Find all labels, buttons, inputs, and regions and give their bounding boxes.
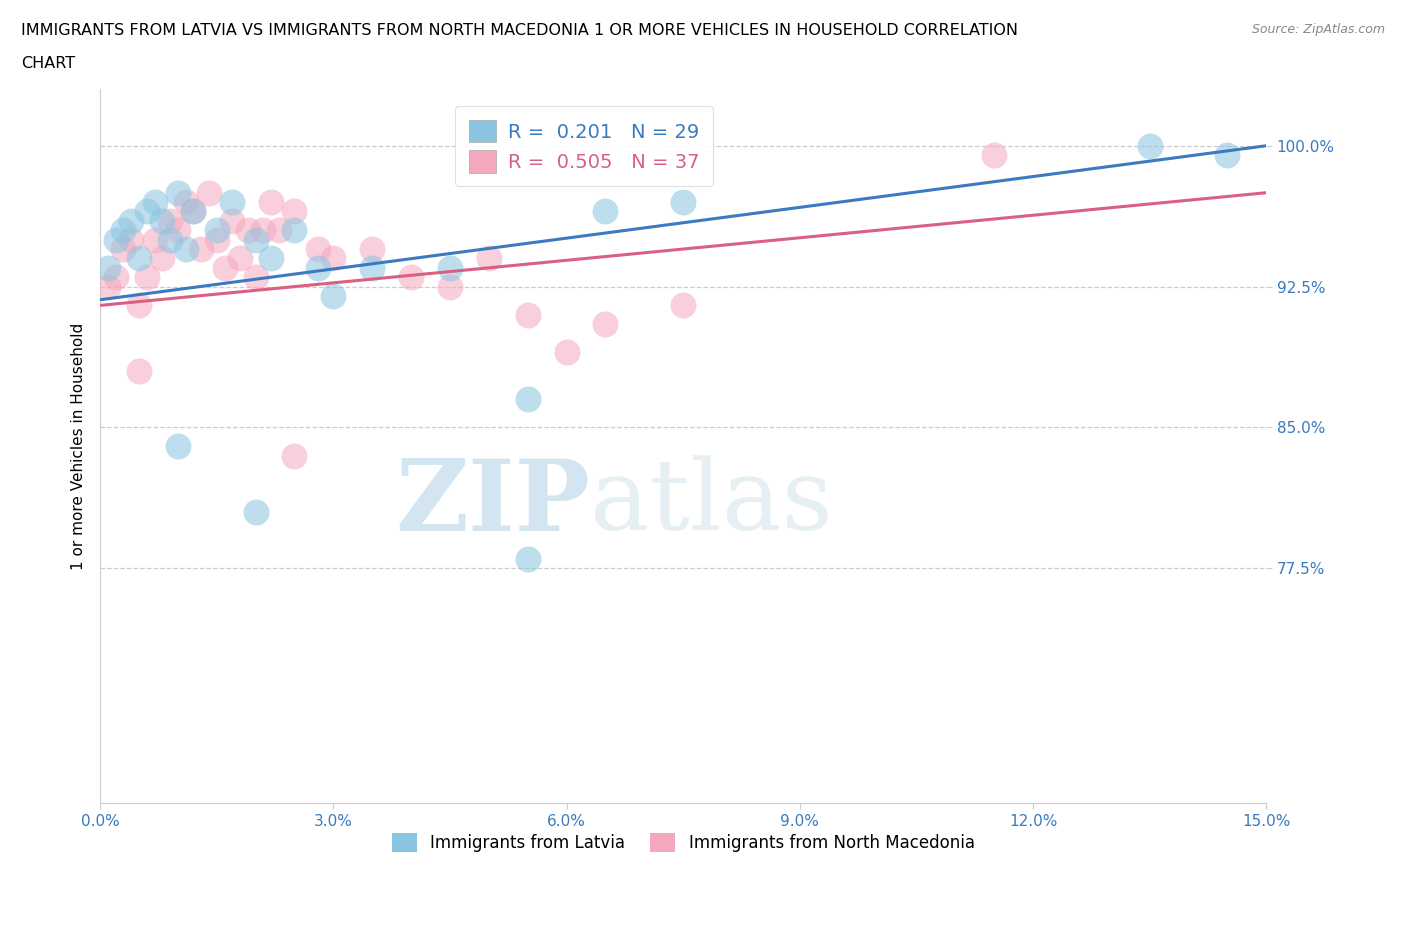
Point — [120, 213, 142, 228]
Point — [1216, 148, 1239, 163]
Point — [183, 204, 205, 219]
Point — [159, 232, 181, 247]
Point — [672, 194, 695, 209]
Text: Source: ZipAtlas.com: Source: ZipAtlas.com — [1251, 23, 1385, 36]
Point — [516, 551, 538, 566]
Point — [245, 232, 267, 247]
Point — [112, 242, 135, 257]
Point — [112, 223, 135, 238]
Text: IMMIGRANTS FROM LATVIA VS IMMIGRANTS FROM NORTH MACEDONIA 1 OR MORE VEHICLES IN : IMMIGRANTS FROM LATVIA VS IMMIGRANTS FRO… — [21, 23, 1018, 38]
Point — [361, 260, 384, 275]
Point — [167, 223, 190, 238]
Point — [283, 204, 305, 219]
Point — [128, 251, 150, 266]
Point — [595, 317, 617, 332]
Point — [174, 242, 197, 257]
Point — [205, 232, 228, 247]
Text: CHART: CHART — [21, 56, 75, 71]
Point — [283, 223, 305, 238]
Point — [399, 270, 422, 285]
Point — [190, 242, 212, 257]
Point — [174, 194, 197, 209]
Point — [260, 251, 283, 266]
Point — [97, 279, 120, 294]
Point — [221, 194, 243, 209]
Point — [128, 364, 150, 379]
Point — [135, 204, 157, 219]
Point — [245, 270, 267, 285]
Text: ZIP: ZIP — [395, 455, 591, 551]
Point — [516, 307, 538, 322]
Point — [307, 242, 329, 257]
Point — [283, 448, 305, 463]
Point — [361, 242, 384, 257]
Point — [322, 251, 344, 266]
Text: atlas: atlas — [591, 456, 832, 551]
Point — [143, 194, 166, 209]
Point — [104, 232, 127, 247]
Point — [205, 223, 228, 238]
Point — [128, 298, 150, 312]
Point — [214, 260, 236, 275]
Point — [267, 223, 290, 238]
Point — [245, 505, 267, 520]
Point — [150, 251, 173, 266]
Point — [439, 260, 461, 275]
Point — [555, 345, 578, 360]
Point — [150, 213, 173, 228]
Point — [983, 148, 1005, 163]
Point — [183, 204, 205, 219]
Point — [167, 439, 190, 454]
Point — [120, 232, 142, 247]
Point — [672, 298, 695, 312]
Point — [1139, 139, 1161, 153]
Point — [104, 270, 127, 285]
Point — [478, 251, 501, 266]
Point — [439, 279, 461, 294]
Point — [516, 392, 538, 406]
Legend: Immigrants from Latvia, Immigrants from North Macedonia: Immigrants from Latvia, Immigrants from … — [385, 827, 981, 859]
Point — [198, 185, 221, 200]
Y-axis label: 1 or more Vehicles in Household: 1 or more Vehicles in Household — [72, 323, 86, 570]
Point — [260, 194, 283, 209]
Point — [252, 223, 274, 238]
Point — [167, 185, 190, 200]
Point — [135, 270, 157, 285]
Point — [229, 251, 252, 266]
Point — [97, 260, 120, 275]
Point — [236, 223, 259, 238]
Point — [143, 232, 166, 247]
Point — [159, 213, 181, 228]
Point — [221, 213, 243, 228]
Point — [322, 288, 344, 303]
Point — [307, 260, 329, 275]
Point — [595, 204, 617, 219]
